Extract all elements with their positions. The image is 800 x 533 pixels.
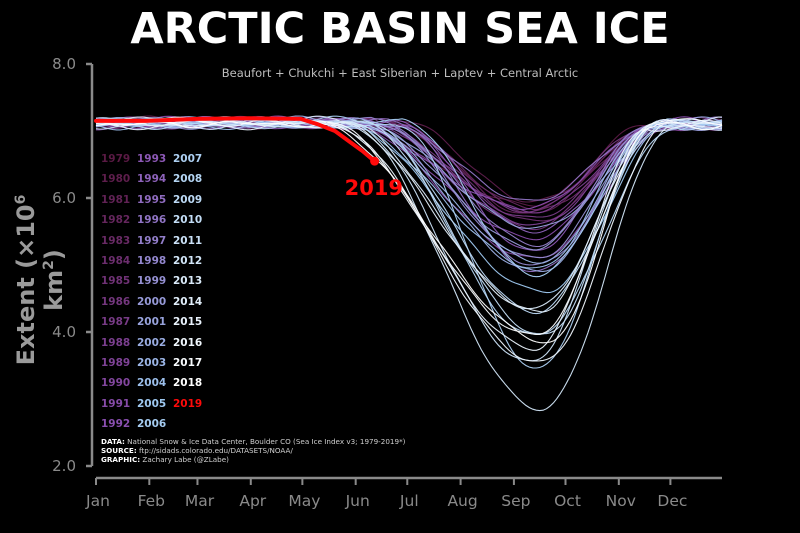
x-tick-label: May	[288, 492, 320, 510]
legend-year-2017: 2017	[173, 357, 203, 369]
legend-year-2005: 2005	[137, 397, 167, 410]
chart-title: ARCTIC BASIN SEA ICE	[130, 4, 670, 54]
legend-year-1983: 1983	[101, 234, 131, 247]
data-credit: DATA: National Snow & Ice Data Center, B…	[101, 437, 406, 446]
legend-year-1979: 1979	[101, 153, 131, 165]
legend-year-1994: 1994	[137, 173, 167, 186]
legend-year-1999: 1999	[137, 275, 167, 288]
legend-year-2019: 2019	[173, 397, 203, 410]
axes: 2.0 4.0 6.0 8.0 Jan Feb Mar Apr May Jun Jul Aug Sep O…	[52, 55, 722, 510]
legend-year-1980: 1980	[101, 173, 131, 186]
legend-year-2014: 2014	[173, 295, 203, 308]
legend-year-2013: 2013	[173, 275, 203, 288]
legend-year-2008: 2008	[173, 173, 203, 186]
legend-year-1997: 1997	[137, 234, 167, 247]
legend-year-2009: 2009	[173, 193, 203, 206]
legend-year-2001: 2001	[137, 316, 167, 329]
legend-year-1992: 1992	[101, 418, 131, 431]
legend-year-2003: 2003	[137, 357, 167, 369]
series-line-2015	[95, 122, 723, 351]
x-tick-label: Mar	[185, 492, 215, 510]
legend-year-1982: 1982	[101, 214, 131, 227]
y-tick-label: 4.0	[52, 323, 76, 341]
legend-year-2012: 2012	[173, 255, 203, 267]
legend-year-1987: 1987	[101, 316, 131, 329]
x-tick-label: Sep	[501, 492, 530, 510]
series-line-2018	[95, 120, 723, 344]
legend-year-1989: 1989	[101, 357, 131, 369]
y-tick-label: 6.0	[52, 189, 76, 207]
x-tick-label: Nov	[606, 492, 636, 510]
x-tick-label: Jan	[85, 492, 110, 510]
legend-year-2018: 2018	[173, 377, 203, 390]
legend-year-2016: 2016	[173, 336, 203, 349]
x-tick-label: Apr	[239, 492, 266, 510]
legend-year-2007: 2007	[173, 153, 203, 165]
legend-year-1991: 1991	[101, 397, 131, 410]
y-tick-label: 2.0	[52, 457, 76, 475]
y-tick-label: 8.0	[52, 55, 76, 73]
legend-year-2015: 2015	[173, 316, 203, 329]
legend-year-1984: 1984	[101, 255, 131, 267]
x-tick-label: Jun	[345, 492, 370, 510]
highlight-label-2019: 2019	[345, 176, 403, 200]
series-line-1999	[95, 117, 723, 259]
legend-year-1998: 1998	[137, 255, 167, 267]
legend-year-1981: 1981	[101, 193, 131, 206]
legend-year-1988: 1988	[101, 336, 131, 349]
legend-year-2011: 2011	[173, 234, 203, 247]
legend-year-1986: 1986	[101, 295, 131, 308]
series-line-2019	[94, 116, 377, 164]
legend-year-1995: 1995	[137, 193, 167, 206]
chart-subtitle: Beaufort + Chukchi + East Siberian + Lap…	[221, 66, 579, 80]
legend-year-1996: 1996	[137, 214, 167, 227]
legend-year-2004: 2004	[137, 377, 167, 390]
legend-year-1993: 1993	[137, 153, 167, 165]
legend-year-2010: 2010	[173, 214, 203, 227]
series-end-marker-2019	[370, 156, 380, 166]
legend-year-1985: 1985	[101, 275, 131, 288]
series-line-2008	[95, 121, 723, 335]
legend-year-2002: 2002	[137, 336, 167, 349]
legend-year-1990: 1990	[101, 377, 131, 390]
highlight-series: 2019	[94, 116, 403, 200]
x-tick-label: Dec	[657, 492, 687, 510]
x-tick-label: Oct	[554, 492, 581, 510]
x-tick-label: Jul	[399, 492, 419, 510]
legend-year-2000: 2000	[137, 295, 167, 308]
legend-year-2006: 2006	[137, 418, 167, 431]
source-credit: SOURCE: ftp://sidads.colorado.edu/DATASE…	[101, 446, 293, 455]
x-tick-label: Aug	[447, 492, 477, 510]
graphic-credit: GRAPHIC: Zachary Labe (@ZLabe)	[101, 455, 229, 464]
x-tick-label: Feb	[138, 492, 165, 510]
